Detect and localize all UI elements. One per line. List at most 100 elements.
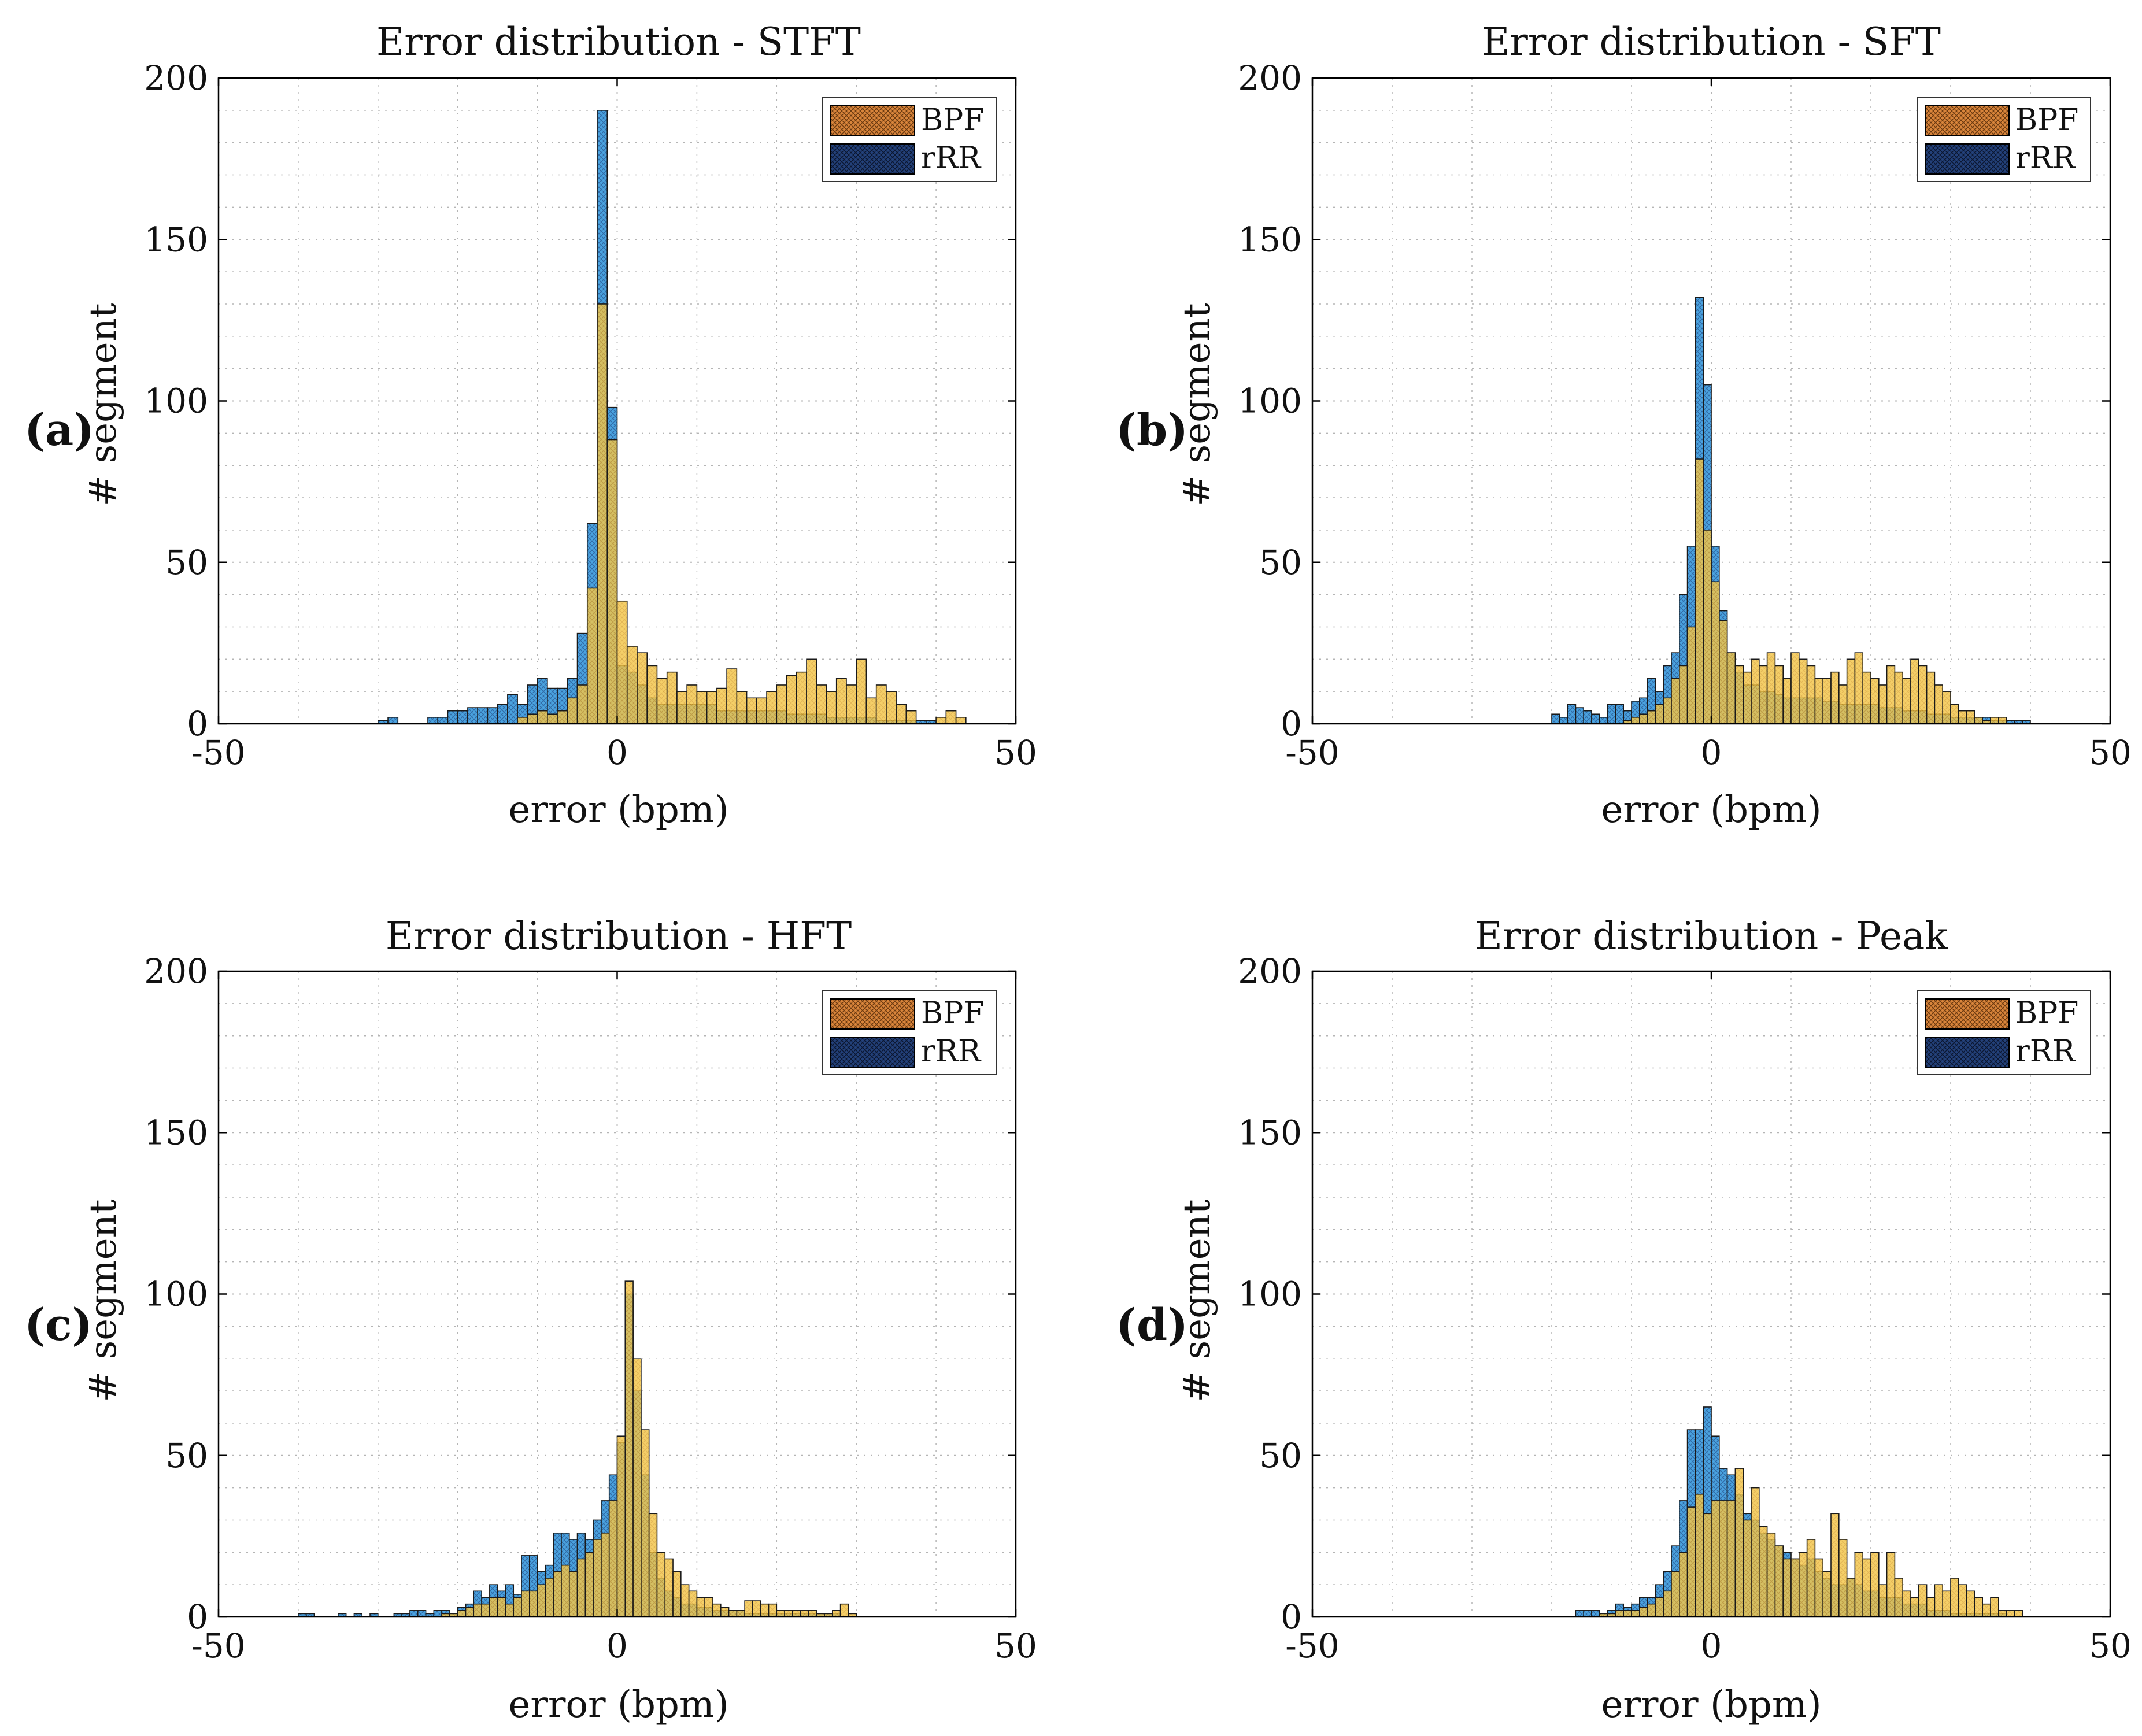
y-tick-label: 100 <box>144 382 208 421</box>
bar-bpf <box>896 704 907 724</box>
bar-bpf <box>945 710 957 724</box>
legend-label-rrr: rRR <box>2015 1034 2076 1069</box>
bar-bpf <box>646 665 658 724</box>
bar-bpf <box>547 713 558 724</box>
bars <box>1551 297 2031 724</box>
bar-bpf <box>1886 665 1896 724</box>
bar-bpf <box>1782 1558 1792 1617</box>
bar-bpf <box>1854 1552 1863 1617</box>
bar-bpf <box>1726 652 1736 724</box>
panel-label: (c) <box>24 1299 93 1350</box>
grid <box>219 78 1016 724</box>
legend-label-bpf: BPF <box>921 103 984 138</box>
bar-bpf <box>1671 1571 1680 1617</box>
bar-bpf <box>568 1571 578 1617</box>
bar-bpf <box>1918 1584 1928 1617</box>
legend-label-bpf: BPF <box>2015 996 2078 1031</box>
bar-bpf <box>1679 1552 1688 1617</box>
bar-bpf <box>1631 1610 1640 1617</box>
panel-c: Error distribution - HFT (c) # segment e… <box>24 914 1037 1726</box>
bar-bpf <box>865 697 877 724</box>
x-tick-label: 50 <box>994 733 1037 772</box>
legend-label-rrr: rRR <box>921 1034 982 1069</box>
legend-swatch-rrr <box>830 143 915 175</box>
bar-bpf <box>1998 1610 2007 1617</box>
legend-swatch-rrr <box>1925 143 2010 175</box>
legend-label-bpf: BPF <box>2015 103 2078 138</box>
bar-rrr <box>477 707 489 724</box>
legend-swatch-bpf <box>830 998 915 1030</box>
bar-bpf <box>1799 1552 1808 1617</box>
bar-bpf <box>1814 678 1823 724</box>
bar-rrr <box>433 1610 442 1617</box>
bar-bpf <box>1814 1558 1823 1617</box>
bar-rrr <box>1567 704 1577 724</box>
bar-bpf <box>768 1603 778 1617</box>
bar-bpf <box>586 587 598 724</box>
bar-bpf <box>656 1552 666 1617</box>
bar-bpf <box>905 710 917 724</box>
bar-rrr <box>1575 707 1584 724</box>
bar-rrr <box>487 707 498 724</box>
bar-rrr <box>1559 717 1568 724</box>
bar-rrr <box>387 717 399 724</box>
bar-bpf <box>489 1597 498 1617</box>
bar-bpf <box>1647 1603 1656 1617</box>
bar-bpf <box>1974 717 1983 724</box>
bar-bpf <box>606 439 618 724</box>
bar-bpf <box>1655 1597 1664 1617</box>
bar-bpf <box>527 713 538 724</box>
bar-bpf <box>1878 684 1888 724</box>
y-tick-label: 50 <box>165 1436 208 1475</box>
bar-bpf <box>1719 1500 1728 1617</box>
legend: BPF rRR <box>822 97 997 182</box>
bar-bpf <box>756 697 767 724</box>
bar-rrr <box>447 710 458 724</box>
y-tick-label: 100 <box>1238 382 1302 421</box>
x-tick-label: -50 <box>191 733 245 772</box>
bar-bpf <box>726 668 738 724</box>
bar-bpf <box>676 691 687 724</box>
bar-bpf <box>557 710 568 724</box>
panel-label: (b) <box>1116 404 1188 456</box>
bar-bpf <box>1655 704 1664 724</box>
bar-rrr <box>1591 713 1600 724</box>
bar-bpf <box>1734 665 1744 724</box>
bar-rrr <box>457 710 468 724</box>
y-axis-label: # segment <box>82 303 125 506</box>
x-tick-label: -50 <box>1285 733 1339 772</box>
bar-bpf <box>746 697 757 724</box>
bar-bpf <box>1766 652 1776 724</box>
chart-title: Error distribution - Peak <box>1475 914 1949 958</box>
bars <box>298 1280 857 1617</box>
bar-bpf <box>1766 1532 1776 1617</box>
bar-bpf <box>576 1558 586 1617</box>
bar-bpf <box>1695 1493 1704 1617</box>
bar-bpf <box>792 1610 801 1617</box>
bar-bpf <box>648 1513 658 1617</box>
bar-bpf <box>664 1558 674 1617</box>
bar-bpf <box>553 1571 562 1617</box>
bar-bpf <box>1846 658 1856 724</box>
y-axis-label: # segment <box>1176 303 1219 506</box>
bar-bpf <box>696 691 708 724</box>
bar-bpf <box>1870 678 1880 724</box>
bar-bpf <box>1950 1578 1959 1617</box>
bar-bpf <box>567 697 578 724</box>
bar-bpf <box>666 671 678 724</box>
bar-bpf <box>1822 1571 1832 1617</box>
legend-label-rrr: rRR <box>921 141 982 176</box>
bar-bpf <box>473 1603 482 1617</box>
y-tick-label: 200 <box>144 58 208 98</box>
bar-bpf <box>537 1584 546 1617</box>
bar-bpf <box>728 1610 738 1617</box>
bar-bpf <box>784 1610 793 1617</box>
bar-bpf <box>696 1597 705 1617</box>
bar-bpf <box>1751 658 1760 724</box>
bar-bpf <box>826 691 837 724</box>
bar-bpf <box>1926 1597 1936 1617</box>
bar-bpf <box>1902 678 1911 724</box>
